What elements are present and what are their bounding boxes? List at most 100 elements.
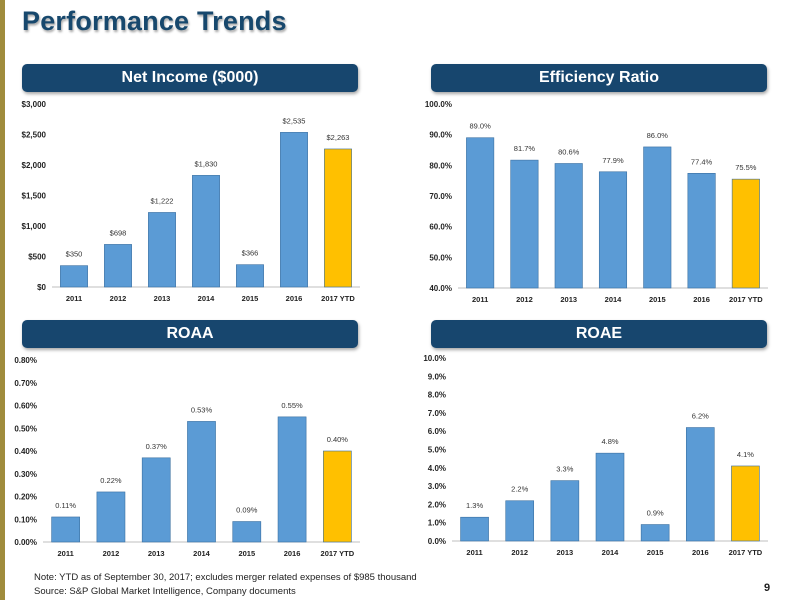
net-income-bar-4 — [192, 175, 220, 288]
roaa-category-label: 2012 — [103, 549, 120, 558]
roae-ytick-label: 4.0% — [428, 464, 446, 473]
efficiency-ratio-header: Efficiency Ratio — [431, 64, 767, 92]
roae-bar-7 — [731, 465, 760, 542]
roae-data-label: 6.2% — [692, 412, 709, 421]
roae-data-label: 4.8% — [601, 437, 618, 446]
roaa-data-label: 0.22% — [100, 476, 122, 485]
footnote-note: Note: YTD as of September 30, 2017; excl… — [34, 572, 417, 583]
page-number: 9 — [764, 582, 771, 594]
net-income-ytick-label: $1,500 — [22, 192, 47, 201]
roae-ytick-label: 7.0% — [428, 409, 446, 418]
roae-bar-4 — [595, 452, 625, 542]
net-income-bar-7 — [324, 148, 352, 288]
roae-ytick-label: 9.0% — [428, 372, 446, 381]
efficiency-ratio-category-label: 2016 — [693, 295, 710, 304]
net-income-bar-2 — [104, 244, 132, 288]
roaa-data-label: 0.40% — [327, 435, 349, 444]
roae-category-label: 2016 — [692, 548, 709, 557]
efficiency-ratio-data-label: 86.0% — [647, 131, 669, 140]
roae-ytick-label: 5.0% — [428, 446, 446, 455]
roae-category-label: 2012 — [511, 548, 528, 557]
net-income-bar-6 — [280, 132, 308, 288]
efficiency-ratio-ytick-label: 100.0% — [425, 100, 452, 109]
efficiency-ratio-category-label: 2014 — [605, 295, 623, 304]
efficiency-ratio-bar-5 — [643, 146, 672, 289]
roaa-ytick-label: 0.60% — [14, 402, 37, 411]
efficiency-ratio-category-label: 2012 — [516, 295, 533, 304]
roaa-ytick-label: 0.20% — [14, 493, 37, 502]
roaa-ytick-label: 0.50% — [14, 424, 37, 433]
net-income-bar-3 — [148, 212, 176, 288]
roae-data-label: 3.3% — [556, 465, 573, 474]
efficiency-ratio-category-label: 2013 — [560, 295, 577, 304]
net-income-category-label: 2017 YTD — [321, 294, 355, 303]
roae-ytick-label: 8.0% — [428, 391, 446, 400]
roae-data-label: 4.1% — [737, 450, 754, 459]
efficiency-ratio-bar-2 — [510, 159, 539, 289]
roae-category-label: 2015 — [647, 548, 664, 557]
net-income-category-label: 2014 — [198, 294, 216, 303]
roae-ytick-label: 2.0% — [428, 500, 446, 509]
efficiency-ratio-category-label: 2015 — [649, 295, 666, 304]
roae-ytick-label: 10.0% — [423, 354, 446, 363]
efficiency-ratio-bar-3 — [554, 163, 583, 289]
footnote-source: Source: S&P Global Market Intelligence, … — [34, 586, 296, 597]
net-income-category-label: 2013 — [154, 294, 171, 303]
efficiency-ratio-data-label: 77.4% — [691, 157, 713, 166]
roae-category-label: 2011 — [466, 548, 482, 557]
roae-category-label: 2014 — [602, 548, 620, 557]
roaa-ytick-label: 0.10% — [14, 515, 37, 524]
roaa-bar-1 — [51, 516, 80, 543]
net-income-ytick-label: $1,000 — [22, 222, 47, 231]
net-income-data-label: $350 — [66, 250, 83, 259]
efficiency-ratio-category-label: 2011 — [472, 295, 488, 304]
net-income-category-label: 2015 — [242, 294, 259, 303]
roaa-ytick-label: 0.80% — [14, 356, 37, 365]
roaa-data-label: 0.11% — [55, 501, 76, 510]
efficiency-ratio-category-label: 2017 YTD — [729, 295, 763, 304]
efficiency-ratio-bar-6 — [687, 173, 716, 289]
page-title: Performance Trends — [22, 6, 287, 36]
roaa-bar-2 — [96, 491, 126, 543]
roae-header: ROAE — [431, 320, 767, 348]
roaa-ytick-label: 0.40% — [14, 447, 37, 456]
roae-category-label: 2013 — [557, 548, 574, 557]
roaa-ytick-label: 0.30% — [14, 470, 37, 479]
roaa-category-label: 2011 — [58, 549, 74, 558]
net-income-header: Net Income ($000) — [22, 64, 358, 92]
roaa-bar-6 — [277, 416, 307, 543]
roae-data-label: 1.3% — [466, 501, 483, 510]
net-income-data-label: $1,222 — [151, 196, 174, 205]
net-income-data-label: $2,535 — [283, 116, 306, 125]
efficiency-ratio-data-label: 89.0% — [470, 122, 492, 131]
roae-data-label: 0.9% — [647, 509, 664, 518]
efficiency-ratio-bar-7 — [731, 178, 760, 289]
efficiency-ratio-ytick-label: 90.0% — [429, 131, 452, 140]
roae-bar-6 — [685, 427, 715, 542]
roae-data-label: 2.2% — [511, 485, 528, 494]
roae-ytick-label: 0.0% — [428, 537, 446, 546]
roaa-category-label: 2013 — [148, 549, 165, 558]
roae-bar-3 — [550, 480, 580, 542]
roae-ytick-label: 3.0% — [428, 482, 446, 491]
efficiency-ratio-ytick-label: 70.0% — [429, 192, 452, 201]
roaa-data-label: 0.37% — [146, 442, 168, 451]
net-income-ytick-label: $3,000 — [22, 100, 47, 109]
net-income-ytick-label: $0 — [37, 283, 46, 292]
roae-ytick-label: 1.0% — [428, 519, 446, 528]
net-income-ytick-label: $500 — [28, 253, 46, 262]
efficiency-ratio-bar-4 — [598, 171, 628, 289]
efficiency-ratio-data-label: 75.5% — [735, 163, 757, 172]
roaa-ytick-label: 0.00% — [14, 538, 37, 547]
roae-bar-2 — [505, 500, 535, 542]
efficiency-ratio-bar-1 — [466, 137, 495, 289]
roaa-data-label: 0.09% — [236, 506, 258, 515]
net-income-category-label: 2011 — [66, 294, 82, 303]
net-income-data-label: $2,263 — [327, 133, 350, 142]
roaa-bar-4 — [187, 421, 216, 543]
net-income-data-label: $366 — [242, 249, 259, 258]
efficiency-ratio-ytick-label: 50.0% — [429, 253, 452, 262]
roaa-category-label: 2017 YTD — [321, 549, 355, 558]
net-income-data-label: $698 — [110, 228, 127, 237]
